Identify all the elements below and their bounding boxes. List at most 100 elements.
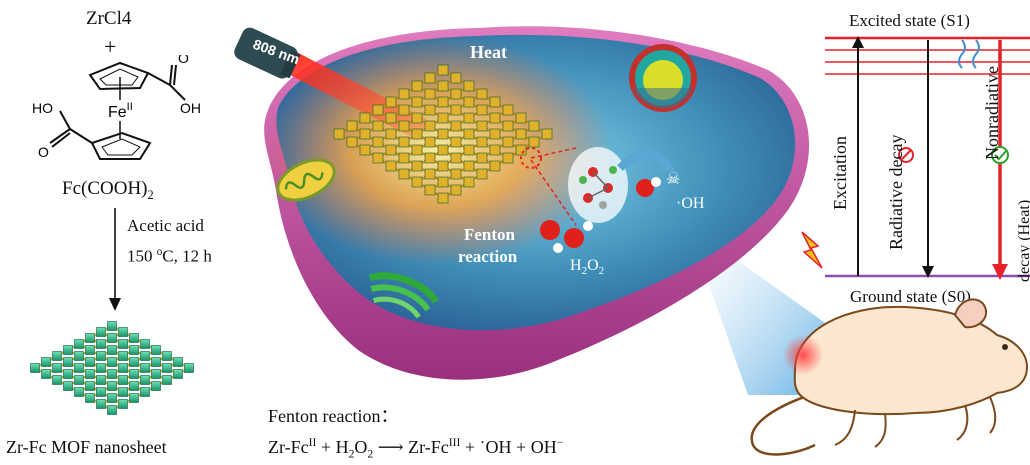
mof-cell-node xyxy=(398,120,410,132)
fenton-label-line2: reaction xyxy=(458,247,518,266)
mof-nanosheet-label: Zr-Fc MOF nanosheet xyxy=(6,437,167,457)
mof-cell-node xyxy=(463,176,475,188)
mouse-ear xyxy=(953,298,988,329)
mof-left-node xyxy=(63,345,73,355)
ligand-label: Fc(COOH)2 xyxy=(62,178,154,202)
mof-cell-node xyxy=(437,80,449,92)
skull-icon: ☠ xyxy=(666,169,680,188)
mof-cell-node xyxy=(450,184,462,196)
mof-cell-node xyxy=(424,120,436,132)
mof-cell-node xyxy=(346,136,358,148)
mof-cell-node xyxy=(476,136,488,148)
mof-left-node xyxy=(140,375,150,385)
oh-radical-hydrogen xyxy=(651,177,661,187)
mof-cell-node xyxy=(398,168,410,180)
mof-left-node xyxy=(140,387,150,397)
mof-left-node xyxy=(85,345,95,355)
excitation-label: Excitation xyxy=(830,136,850,210)
h2o2-label: H2O2 xyxy=(570,257,604,277)
fenton-label-line1: Fenton xyxy=(464,225,516,244)
mof-cell-node xyxy=(489,112,501,124)
mof-left-node xyxy=(129,381,139,391)
zr-fc-cluster-icon xyxy=(568,147,628,223)
zoom-marker xyxy=(520,147,542,169)
mof-cell-node xyxy=(463,112,475,124)
mof-left-node xyxy=(85,357,95,367)
mof-cell-node xyxy=(476,104,488,116)
ferrocene-structure: O OH FeII HO O xyxy=(32,55,201,160)
mof-cell-node xyxy=(515,128,527,140)
mof-left-node xyxy=(118,387,128,397)
zoom-line-2 xyxy=(530,159,577,226)
forbidden-icon xyxy=(898,147,914,163)
mof-cell-node xyxy=(385,96,397,108)
bottom-ho-label: HO xyxy=(32,100,53,116)
bottom-carboxyl-bond xyxy=(69,128,93,144)
mof-cell-node xyxy=(437,112,449,124)
mof-left-node xyxy=(107,405,117,415)
mof-left-node xyxy=(85,381,95,391)
mof-cell-node xyxy=(437,192,449,204)
excited-state-label: Excited state (S1) xyxy=(849,11,970,30)
mof-cell-node xyxy=(372,104,384,116)
heat-label: Heat xyxy=(470,42,507,62)
oh-radical-label: ·OH xyxy=(676,195,705,212)
mof-left-node xyxy=(118,339,128,349)
mof-cell-node xyxy=(346,120,358,132)
mof-left-node xyxy=(96,351,106,361)
mof-cell-node xyxy=(385,112,397,124)
mouse-leg-front xyxy=(956,404,969,441)
golgi-icon xyxy=(368,272,440,319)
mof-left-node xyxy=(63,381,73,391)
mof-left-node xyxy=(74,339,84,349)
condition-temperature: 150 oC, 12 h xyxy=(127,246,212,266)
mof-left-node xyxy=(129,333,139,343)
mof-cell-node xyxy=(450,88,462,100)
top-carbonyl xyxy=(169,64,173,86)
bottom-ring xyxy=(90,131,152,160)
mof-cell-node xyxy=(502,136,514,148)
mof-cell-node xyxy=(437,144,449,156)
zoom-line-1 xyxy=(530,147,577,159)
mof-cell-node xyxy=(359,112,371,124)
excitation-arrow-head xyxy=(852,36,864,48)
mof-left-node xyxy=(151,381,161,391)
fenton-equation-title: Fenton reaction： xyxy=(268,406,399,426)
bottom-oh-bond xyxy=(59,110,71,130)
mof-left-node xyxy=(129,369,139,379)
mitochondrion-icon xyxy=(276,158,336,202)
mof-left-node xyxy=(96,363,106,373)
mof-cell-node xyxy=(463,96,475,108)
mof-left-node xyxy=(151,369,161,379)
mof-cell-node xyxy=(515,112,527,124)
mof-cell-node xyxy=(450,136,462,148)
mof-left-node xyxy=(107,321,117,331)
mouse-tail xyxy=(750,388,826,456)
mof-left-node xyxy=(140,351,150,361)
mof-cell-node xyxy=(411,128,423,140)
mof-cell-node xyxy=(437,160,449,172)
mof-cell-node xyxy=(463,80,475,92)
mof-cell-node xyxy=(450,152,462,164)
mof-left-node xyxy=(107,393,117,403)
mof-left-node xyxy=(74,375,84,385)
mof-left-node xyxy=(118,327,128,337)
mof-cell-node xyxy=(424,104,436,116)
mof-cell-node xyxy=(476,88,488,100)
mof-cell-node xyxy=(476,168,488,180)
mof-left-node xyxy=(30,363,40,373)
mof-cell-node xyxy=(424,184,436,196)
top-ring-inner xyxy=(99,68,139,86)
top-oh-bond xyxy=(169,84,186,101)
mof-left-node xyxy=(118,363,128,373)
mof-cell-node xyxy=(437,128,449,140)
mouse-eye xyxy=(1002,344,1008,350)
top-ring xyxy=(88,61,150,91)
mof-left-node xyxy=(41,369,51,379)
mof-cell-node xyxy=(528,136,540,148)
mof-cell-node xyxy=(398,104,410,116)
nonradiative-label-2: decay (Heat) xyxy=(1016,199,1030,282)
mof-left-node xyxy=(74,363,84,373)
mof-cell-node xyxy=(424,88,436,100)
mof-left-node xyxy=(96,399,106,409)
